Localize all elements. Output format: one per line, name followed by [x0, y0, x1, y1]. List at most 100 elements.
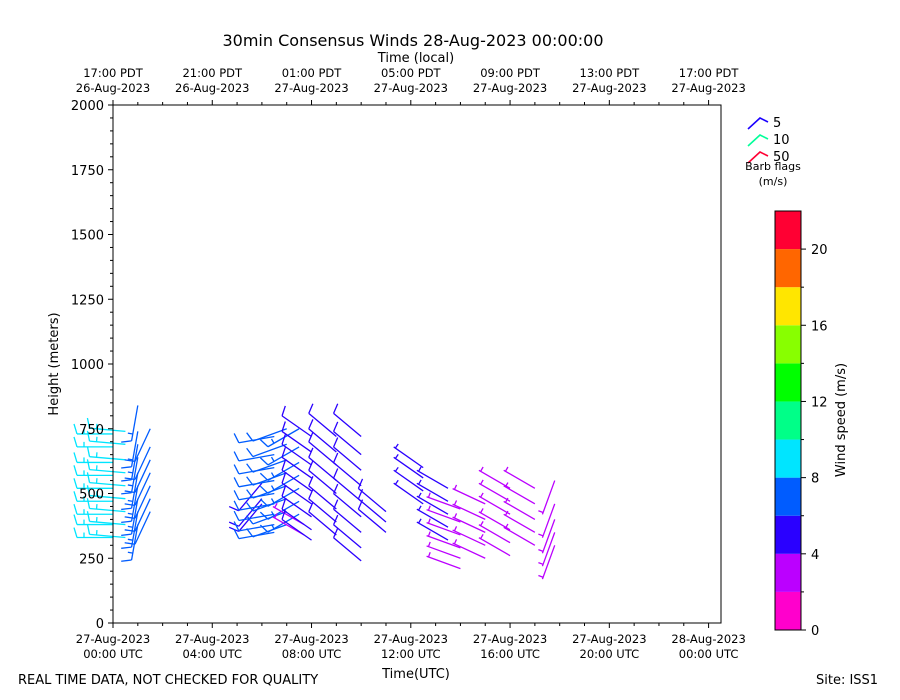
plot-area — [113, 105, 721, 623]
barb-staff — [281, 518, 312, 541]
barb-staff — [252, 443, 287, 458]
barb-half-feather — [270, 485, 275, 491]
barb-feather — [121, 559, 132, 562]
barb-half-feather — [427, 518, 431, 524]
barb-staff — [478, 524, 511, 544]
barb-half-feather — [453, 500, 458, 506]
barb-staff — [89, 507, 126, 513]
x-tick-date: 28-Aug-2023 — [671, 632, 745, 646]
barb-staff — [281, 482, 312, 505]
wind-barb — [86, 446, 126, 461]
barb-half-feather — [427, 541, 431, 547]
barb-half-feather — [127, 432, 133, 435]
legend-units: (m/s) — [759, 175, 788, 188]
barb-half-feather — [538, 549, 544, 552]
barb-feather — [86, 472, 91, 483]
barb-feather — [281, 447, 286, 458]
legend-title: Barb flags — [745, 160, 801, 173]
colorbar-segment — [775, 591, 801, 630]
barb-staff — [416, 495, 449, 515]
barb-staff — [130, 511, 139, 548]
barb-half-feather — [270, 498, 275, 504]
barb-half-feather — [127, 458, 133, 461]
barb-half-feather — [427, 492, 431, 498]
barb-staff — [308, 469, 337, 494]
barb-feather — [259, 439, 269, 448]
barb-staff — [333, 493, 362, 518]
wind-barb — [73, 452, 113, 464]
wind-barb — [281, 421, 312, 453]
barb-half-feather — [127, 525, 133, 528]
wind-barb — [121, 472, 139, 511]
barb-staff — [130, 457, 139, 493]
barb-half-feather — [394, 443, 399, 449]
barb-half-feather — [453, 539, 458, 545]
barb-half-feather — [418, 492, 422, 498]
wind-barb — [503, 482, 536, 505]
wind-barb — [73, 465, 113, 477]
colorbar-segment — [775, 553, 801, 592]
barb-staff — [541, 532, 556, 567]
top-tick-date: 26-Aug-2023 — [175, 81, 249, 95]
wind-barb — [416, 505, 449, 528]
barb-feather — [86, 417, 91, 429]
y-tick-label: 1500 — [71, 229, 104, 244]
barb-staff — [541, 519, 556, 554]
barb-staff — [89, 494, 126, 500]
barb-staff — [478, 482, 511, 502]
wind-barb — [281, 405, 312, 438]
barb-staff — [134, 459, 151, 493]
barb-feather — [332, 452, 339, 463]
barb-staff — [416, 469, 449, 489]
wind-barb — [332, 483, 362, 518]
wind-barb — [478, 508, 511, 531]
barb-feather — [332, 499, 339, 510]
barb-feather — [259, 457, 269, 466]
barb-feather — [124, 490, 136, 494]
barb-staff — [134, 485, 151, 519]
barb-staff — [503, 500, 536, 520]
colorbar-segment — [775, 249, 801, 288]
barb-staff — [452, 488, 486, 505]
barb-half-feather — [504, 510, 509, 516]
barb-feather — [124, 503, 136, 507]
wind-barb — [73, 527, 113, 539]
wind-barb — [121, 524, 139, 562]
footer-site: Site: ISS1 — [816, 673, 879, 688]
barb-half-feather — [427, 531, 431, 537]
barb-half-feather — [538, 510, 544, 514]
barb-half-feather — [480, 492, 484, 498]
barb-half-feather — [418, 505, 422, 511]
wind-barb — [393, 466, 424, 492]
barb-staff — [308, 456, 337, 482]
wind-barb — [124, 511, 151, 545]
barb-feather — [259, 498, 269, 507]
barb-feather — [233, 464, 240, 475]
barb-feather — [86, 485, 91, 496]
y-tick-label: 0 — [96, 617, 104, 632]
wind-barb — [357, 478, 387, 513]
colorbar-segment — [775, 477, 801, 516]
wind-barb — [332, 499, 362, 533]
wind-barb — [452, 484, 486, 505]
barb-feather — [233, 490, 240, 501]
top-axis-label: Time (local) — [377, 51, 454, 66]
wind-barb — [503, 466, 536, 489]
barb-staff — [426, 545, 461, 559]
colorbar-tick-label: 20 — [811, 243, 828, 258]
barb-staff — [503, 513, 536, 533]
barb-staff — [238, 498, 263, 527]
barb-feather — [308, 419, 314, 430]
barb-feather — [281, 498, 286, 510]
barb-feather — [259, 511, 269, 520]
barb-feather — [73, 452, 78, 463]
barb-feather — [246, 515, 254, 525]
wind-barb — [332, 468, 362, 502]
wind-barb — [233, 521, 275, 532]
wind-barb — [416, 479, 449, 502]
barb-feather — [246, 502, 254, 512]
colorbar-segment — [775, 515, 801, 554]
y-tick-label: 250 — [79, 552, 104, 567]
wind-barb — [121, 457, 139, 495]
barb-feather — [332, 403, 339, 414]
